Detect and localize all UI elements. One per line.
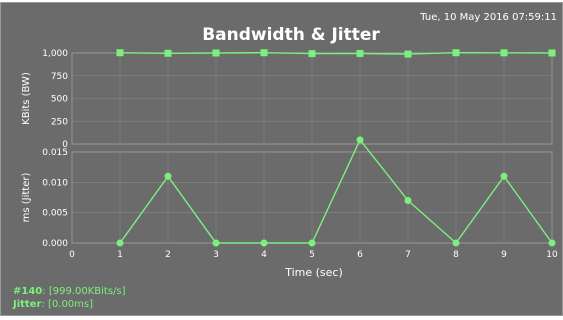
x-tick-label: 8 bbox=[453, 250, 459, 260]
jitter-point bbox=[404, 197, 412, 205]
bandwidth-point bbox=[500, 49, 508, 57]
x-tick-label: 5 bbox=[309, 250, 315, 260]
x-tick-label: 4 bbox=[261, 250, 267, 260]
chart-canvas: Tue, 10 May 2016 07:59:11 Bandwidth & Ji… bbox=[21, 12, 558, 279]
bandwidth-point bbox=[356, 49, 364, 57]
bandwidth-y-tick-label: 0 bbox=[62, 140, 68, 150]
bandwidth-point bbox=[116, 49, 124, 57]
jitter-point bbox=[116, 239, 124, 247]
bandwidth-point bbox=[548, 49, 556, 57]
legend-bandwidth-name: #140 bbox=[13, 286, 43, 297]
bandwidth-y-axis-label: KBits (BW) bbox=[21, 72, 32, 125]
jitter-point bbox=[548, 239, 556, 247]
jitter-point bbox=[308, 239, 316, 247]
bandwidth-y-tick-label: 1,000 bbox=[42, 49, 68, 59]
jitter-point bbox=[500, 172, 508, 180]
legend-bandwidth-value: [999.00KBits/s] bbox=[48, 286, 126, 297]
legend-jitter: Jitter: [0.00ms] bbox=[13, 299, 94, 310]
legend-bandwidth: #140: [999.00KBits/s] bbox=[13, 286, 126, 297]
jitter-y-axis-label: ms (Jitter) bbox=[21, 173, 32, 223]
x-tick-label: 10 bbox=[546, 250, 558, 260]
jitter-point bbox=[164, 172, 172, 180]
x-tick-label: 9 bbox=[501, 250, 507, 260]
chart-title: Bandwidth & Jitter bbox=[202, 25, 380, 45]
jitter-y-tick-label: 0.010 bbox=[42, 178, 68, 188]
bandwidth-point bbox=[212, 49, 220, 57]
jitter-y-tick-label: 0.005 bbox=[42, 209, 68, 219]
x-tick-label: 1 bbox=[117, 250, 123, 260]
bandwidth-point bbox=[308, 50, 316, 58]
x-axis-label: Time (sec) bbox=[284, 266, 343, 279]
bandwidth-y-tick-label: 750 bbox=[51, 72, 68, 82]
timestamp: Tue, 10 May 2016 07:59:11 bbox=[419, 12, 557, 23]
bandwidth-point bbox=[260, 49, 268, 57]
bandwidth-series-line bbox=[119, 51, 553, 55]
x-tick-label: 0 bbox=[69, 250, 75, 260]
bandwidth-point bbox=[404, 50, 412, 58]
bandwidth-point bbox=[452, 49, 460, 57]
x-tick-label: 6 bbox=[357, 250, 363, 260]
jitter-point bbox=[260, 239, 268, 247]
legend-jitter-name: Jitter bbox=[13, 299, 42, 310]
bandwidth-y-tick-label: 500 bbox=[51, 95, 68, 105]
bandwidth-y-tick-label: 250 bbox=[51, 117, 68, 127]
jitter-y-tick-label: 0.015 bbox=[42, 148, 68, 158]
x-tick-label: 3 bbox=[213, 250, 219, 260]
bandwidth-point bbox=[164, 49, 172, 57]
x-tick-label: 7 bbox=[405, 250, 411, 260]
legend-jitter-value: [0.00ms] bbox=[48, 299, 94, 310]
jitter-series-line bbox=[119, 138, 553, 245]
jitter-point bbox=[356, 136, 364, 144]
jitter-y-tick-label: 0.000 bbox=[42, 239, 68, 249]
jitter-point bbox=[212, 239, 220, 247]
jitter-point bbox=[452, 239, 460, 247]
x-tick-label: 2 bbox=[165, 250, 171, 260]
